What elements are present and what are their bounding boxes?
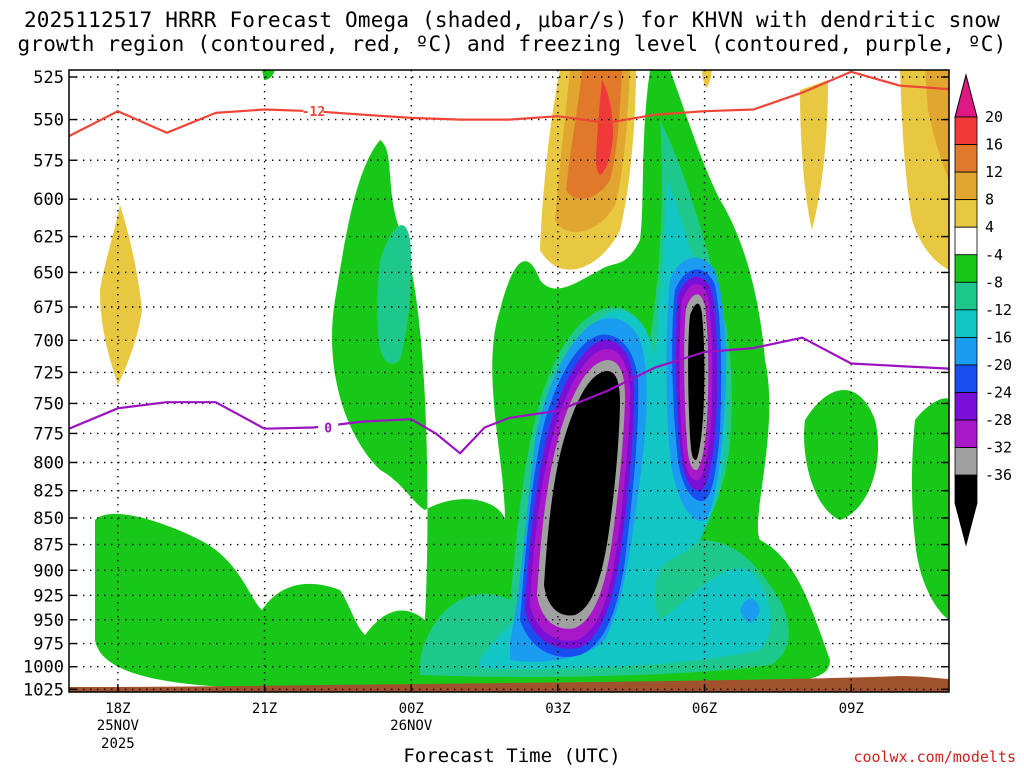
colorbar-label: -36 — [985, 466, 1012, 484]
omega-band-minus36 — [688, 303, 705, 460]
x-tick-label: 21Z — [252, 701, 277, 717]
x-tick-label: 03Z — [545, 701, 570, 717]
omega-band-plus4 — [702, 70, 712, 88]
y-tick-label: 950 — [33, 611, 64, 631]
colorbar-legend: 20 16 12 8 4 -4 -8 -12 -16 -20 -24 -28 -32 -36 — [954, 73, 1012, 547]
colorbar-swatch — [954, 447, 978, 476]
y-tick-label: 625 — [33, 228, 64, 248]
y-tick-label: 700 — [33, 331, 64, 351]
x-tick-label: 00Z — [399, 701, 424, 717]
x-tick-label: 06Z — [692, 701, 717, 717]
y-tick-label: 825 — [33, 482, 64, 502]
colorbar-label: -28 — [985, 411, 1012, 429]
x-tick-sublabel: 26NOV — [390, 718, 433, 734]
omega-band-minus16 — [740, 598, 760, 623]
omega-band-minus4 — [804, 390, 879, 520]
colorbar-label: -20 — [985, 356, 1012, 374]
y-tick-label: 550 — [33, 111, 64, 131]
colorbar-label: -12 — [985, 301, 1012, 319]
y-tick-label: 800 — [33, 454, 64, 474]
colorbar-label: -24 — [985, 384, 1012, 402]
colorbar-swatch — [954, 336, 978, 366]
colorbar-label: -16 — [985, 328, 1012, 346]
grid-lines — [69, 70, 949, 692]
omega-band-minus4 — [262, 70, 275, 80]
ground-terrain — [69, 676, 949, 692]
contour-line — [69, 70, 949, 138]
y-tick-label: 575 — [33, 151, 64, 171]
y-tick-label: 750 — [33, 394, 64, 414]
contour-lines: -12 0 — [69, 70, 949, 455]
colorbar-label: 4 — [985, 218, 994, 236]
y-tick-label: 775 — [33, 424, 64, 444]
y-tick-label: 850 — [33, 509, 64, 529]
colorbar-label: -32 — [985, 439, 1012, 457]
colorbar-swatch — [954, 199, 978, 228]
contour-label-bg — [303, 103, 324, 120]
y-tick-label: 650 — [33, 263, 64, 283]
colorbar-bottom-arrow — [954, 502, 978, 547]
colorbar-swatch — [954, 116, 978, 145]
y-tick-label: 600 — [33, 190, 64, 210]
credit-text: coolwx.com/modelts — [853, 748, 1016, 766]
x-tick-label: 18Z — [105, 701, 130, 717]
colorbar-swatch — [954, 309, 978, 338]
plot-frame — [68, 69, 950, 693]
y-tick-label: 725 — [33, 363, 64, 383]
colorbar-swatch — [954, 171, 978, 201]
omega-shading — [69, 70, 949, 692]
y-tick-label: 900 — [33, 561, 64, 581]
colorbar-swatch — [954, 254, 978, 283]
omega-band-plus4 — [800, 80, 828, 230]
x-axis-label: Forecast Time (UTC) — [403, 745, 621, 767]
colorbar-label: -4 — [985, 246, 1003, 264]
colorbar-swatch — [954, 364, 978, 393]
y-axis-ticks: 525 550 575 600 625 650 675 700 725 750 775 800 825 8… — [23, 68, 949, 700]
y-tick-label: 1000 — [23, 658, 64, 678]
x-tick-label: 09Z — [839, 701, 864, 717]
y-tick-label: 525 — [33, 68, 64, 88]
y-tick-label: 675 — [33, 298, 64, 318]
colorbar-swatch — [954, 226, 978, 256]
contour-label: 0 — [324, 422, 332, 437]
colorbar-label: -8 — [985, 273, 1003, 291]
contour-label: -12 — [302, 105, 325, 120]
colorbar-label: 16 — [985, 136, 1003, 154]
colorbar-swatch — [954, 474, 978, 504]
chart-title: 2025112517 HRRR Forecast Omega (shaded, … — [17, 8, 1007, 56]
omega-band-minus8 — [377, 225, 412, 364]
colorbar-swatch — [954, 281, 978, 311]
colorbar-label: 20 — [985, 108, 1003, 126]
omega-band-plus4 — [100, 205, 142, 385]
omega-band-minus36 — [544, 371, 620, 616]
colorbar-label: 12 — [985, 163, 1003, 181]
colorbar-label: 8 — [985, 191, 994, 209]
omega-band-plus16 — [596, 80, 613, 175]
colorbar-swatch — [954, 419, 978, 448]
x-tick-sublabel: 2025 — [101, 736, 135, 752]
contour-line — [69, 336, 949, 455]
omega-band-plus8 — [925, 70, 949, 180]
colorbar-top-arrow — [954, 73, 978, 118]
colorbar-swatch — [954, 392, 978, 421]
omega-band-minus4 — [911, 398, 949, 620]
contour-label-bg — [318, 419, 339, 436]
y-tick-label: 975 — [33, 635, 64, 655]
y-tick-label: 925 — [33, 586, 64, 606]
y-tick-label: 1025 — [23, 680, 64, 700]
colorbar-swatch — [954, 144, 978, 173]
x-tick-sublabel: 25NOV — [97, 718, 140, 734]
y-tick-label: 875 — [33, 536, 64, 556]
